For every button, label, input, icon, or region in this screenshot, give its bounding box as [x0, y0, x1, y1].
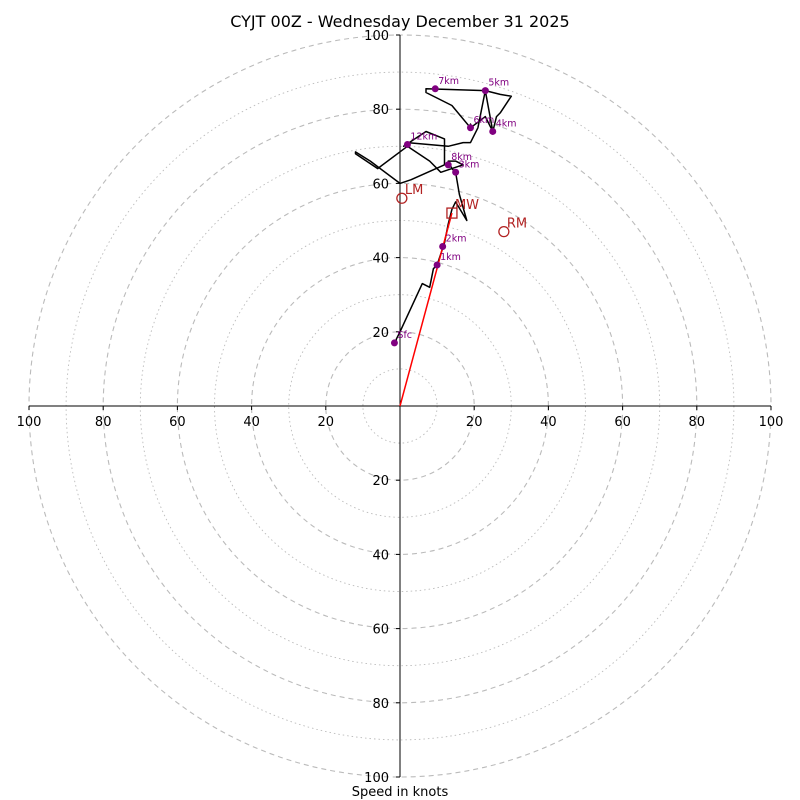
storm-motion-marker — [498, 225, 510, 238]
y-tick-label: 40 — [372, 548, 389, 563]
height-marker-dot — [466, 124, 474, 132]
height-marker-label: 4km — [496, 118, 517, 129]
height-marker-label: Sfc — [397, 330, 412, 341]
x-tick-label: 80 — [95, 415, 112, 430]
height-marker-label: 1km — [440, 252, 461, 263]
storm-motion-label: MW — [455, 198, 479, 213]
storm-motion-marker — [396, 192, 408, 204]
storm-motion-label: RM — [507, 217, 527, 232]
x-tick-label: 20 — [318, 415, 335, 430]
height-marker-label: 7km — [438, 76, 459, 87]
x-tick-label: 40 — [243, 415, 260, 430]
height-marker-label: 12km — [410, 131, 437, 142]
height-marker-label: 2km — [446, 233, 467, 244]
height-marker-label: 3km — [459, 159, 480, 170]
height-marker-dot — [481, 87, 489, 95]
x-tick-label: 60 — [169, 415, 186, 430]
y-tick-label: 60 — [372, 177, 389, 192]
height-marker-label: 5km — [488, 78, 509, 89]
x-tick-label: 100 — [17, 415, 42, 430]
height-marker-label: 6km — [473, 115, 494, 126]
hodograph-trace — [354, 88, 513, 343]
height-markers: Sfc 1km 2km 3km 4km 5km 6km 7km 8km 12km — [390, 76, 517, 347]
height-marker-dot — [452, 168, 460, 176]
y-tick-label: 80 — [372, 697, 389, 712]
height-marker-dot — [390, 339, 398, 347]
hodograph-trace-group — [354, 88, 513, 343]
x-tick-label: 20 — [466, 415, 483, 430]
x-axis-label: Speed in knots — [352, 785, 449, 800]
mean-wind-marker — [446, 207, 458, 219]
y-tick-label: 20 — [372, 326, 389, 341]
storm-motion-label: LM — [405, 183, 423, 198]
height-marker-dot — [439, 242, 447, 250]
y-tick-label: 100 — [364, 29, 389, 44]
x-tick-label: 80 — [689, 415, 706, 430]
x-tick-label: 60 — [614, 415, 631, 430]
y-tick-label: 40 — [372, 252, 389, 267]
height-marker-label: 8km — [451, 152, 472, 163]
y-tick-label: 60 — [372, 623, 389, 638]
y-tick-label: 20 — [372, 474, 389, 489]
height-marker-dot — [489, 127, 497, 135]
height-marker-dot — [444, 161, 452, 169]
y-tick-label: 80 — [372, 103, 389, 118]
y-tick-label: 100 — [364, 771, 389, 786]
x-tick-label: 100 — [759, 415, 784, 430]
chart-title: CYJT 00Z - Wednesday December 31 2025 — [230, 12, 569, 31]
mean-wind-line — [399, 212, 453, 407]
storm-motion-markers: LM RM MW — [396, 183, 527, 238]
height-marker-dot — [433, 261, 441, 269]
x-tick-label: 40 — [540, 415, 557, 430]
mean-wind-line-group — [399, 212, 453, 407]
tick-labels: 20 20 20 20 40 40 40 40 60 60 60 60 80 80 80 80 100 100 10… — [17, 29, 784, 786]
height-marker-dot — [403, 140, 411, 148]
height-marker-dot — [431, 85, 439, 93]
